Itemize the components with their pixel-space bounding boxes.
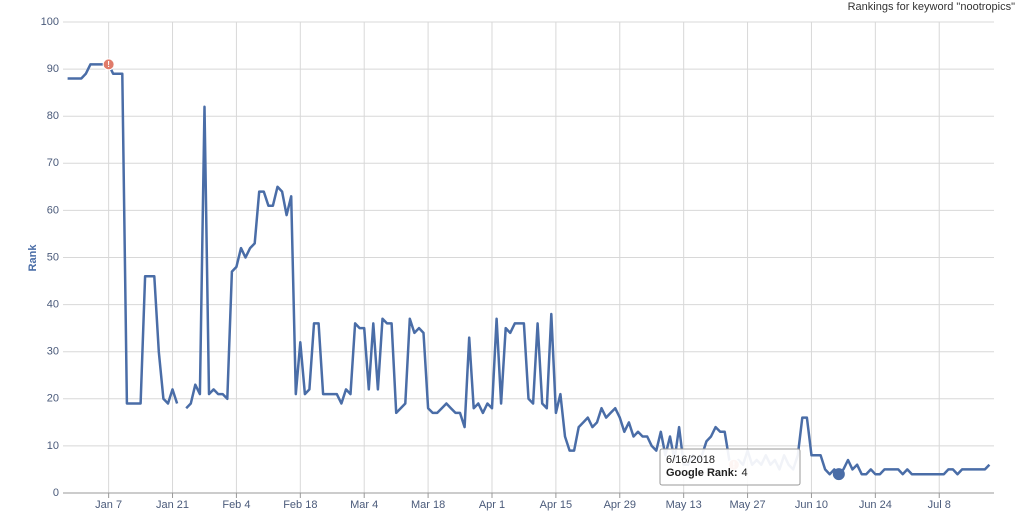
tooltip-box <box>659 448 801 486</box>
tooltip-label: Google Rank: <box>666 467 738 479</box>
y-tick-label: 30 <box>47 346 59 358</box>
y-axis-label: Rank <box>27 244 39 272</box>
rank-line <box>67 63 991 476</box>
x-tick-label: Apr 1 <box>479 499 505 511</box>
y-tick-label: 10 <box>47 440 59 452</box>
y-tick-label: 80 <box>47 110 59 122</box>
y-tick-label: 60 <box>47 204 59 216</box>
annotation-marker <box>102 58 115 71</box>
x-tick-label: Jun 24 <box>859 499 892 511</box>
highlight-point <box>832 468 845 481</box>
x-tick-label: Jun 10 <box>795 499 828 511</box>
y-tick-label: 0 <box>53 487 59 499</box>
y-tick-label: 20 <box>47 393 59 405</box>
y-tick-label: 90 <box>47 63 59 75</box>
x-tick-label: Jul 8 <box>928 499 951 511</box>
x-tick-label: Feb 4 <box>222 499 250 511</box>
y-tick-label: 50 <box>47 251 59 263</box>
chart-title: Rankings for keyword "nootropics" <box>848 1 1015 13</box>
y-tick-label: 70 <box>47 157 59 169</box>
annotation-label: ! <box>107 60 110 69</box>
x-tick-label: Feb 18 <box>283 499 317 511</box>
tooltip-date: 6/16/2018 <box>666 454 715 466</box>
x-tick-label: Apr 15 <box>540 499 572 511</box>
x-tick-label: Mar 18 <box>411 499 445 511</box>
x-tick-label: Mar 4 <box>350 499 378 511</box>
x-tick-label: May 13 <box>666 499 702 511</box>
tooltip-value: 4 <box>742 467 748 479</box>
y-tick-label: 40 <box>47 299 59 311</box>
x-tick-label: Jan 21 <box>156 499 189 511</box>
tooltip-line: Google Rank: 4 <box>666 467 748 479</box>
x-tick-label: Jan 7 <box>95 499 122 511</box>
x-tick-label: May 27 <box>730 499 766 511</box>
y-tick-label: 100 <box>41 16 59 28</box>
x-tick-label: Apr 29 <box>604 499 636 511</box>
